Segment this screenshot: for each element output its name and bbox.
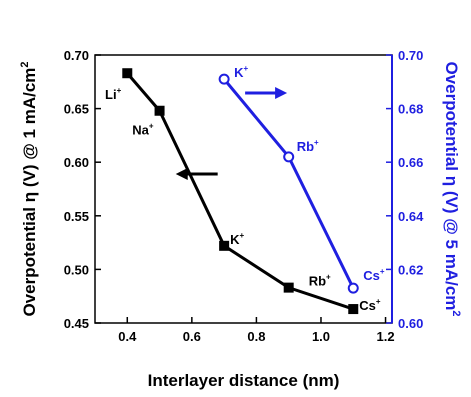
y-right-tick-label: 0.62 (398, 262, 423, 277)
y-left-tick-label: 0.65 (64, 102, 89, 117)
y-right-tick-label: 0.60 (398, 316, 423, 331)
data-point-marker (122, 68, 133, 79)
data-point-marker (348, 304, 359, 315)
x-tick-label: 0.6 (183, 329, 201, 344)
data-point-label-superscript: + (314, 138, 319, 147)
data-point-label-text: Rb (297, 139, 314, 154)
x-tick-label: 0.8 (247, 329, 265, 344)
data-point-label-text: Na (132, 123, 149, 138)
data-point-label-superscript: + (326, 273, 331, 282)
data-point-label-superscript: + (244, 64, 249, 73)
data-point-marker (283, 151, 295, 163)
data-point-label-superscript: + (149, 122, 154, 131)
x-tick-label: 1.2 (377, 329, 395, 344)
series-layer: Li+Na+K+Rb+Cs+K+Rb+Cs+ (105, 64, 385, 315)
data-point-label-superscript: + (117, 86, 122, 95)
data-point-label: Rb+ (309, 273, 331, 289)
y-axis-left-label: Overpotential η (V) @ 1 mA/cm2 (19, 61, 39, 316)
data-point-label: K+ (230, 231, 244, 247)
data-point-label-text: Cs (359, 298, 376, 313)
data-point-marker (347, 282, 359, 294)
data-point-label-superscript: + (380, 267, 385, 276)
data-point-marker (218, 73, 230, 85)
data-point-label: Cs+ (363, 267, 385, 283)
data-point-label: K+ (234, 64, 248, 80)
arrow-left-head (175, 167, 188, 180)
y-right-tick-label: 0.64 (398, 209, 424, 224)
y-axis-right-label-text: Overpotential η (V) @ 5 mA/cm (442, 61, 461, 310)
annotations (175, 87, 288, 180)
y-axis-left-label-text: Overpotential η (V) @ 1 mA/cm (20, 68, 39, 317)
arrow-right-head (275, 87, 288, 100)
x-axis: 0.4 0.6 0.8 1.0 1.2 (118, 317, 395, 344)
plot-frame (94, 54, 393, 324)
x-tick-label: 1.0 (312, 329, 330, 344)
data-point-marker (283, 282, 294, 293)
data-point-label-text: K (230, 232, 240, 247)
data-point-label-text: Cs (363, 268, 380, 283)
y-axis-right-label: Overpotential η (V) @ 5 mA/cm2 (442, 61, 462, 316)
left-axis: 0.45 0.50 0.55 0.60 0.65 0.70 (64, 48, 101, 331)
data-point-marker (154, 105, 165, 116)
y-right-tick-label: 0.68 (398, 102, 423, 117)
data-point-label: Na+ (132, 122, 154, 138)
y-axis-right-label-superscript: 2 (450, 310, 462, 316)
right-axis: 0.60 0.62 0.64 0.66 0.68 0.70 (386, 48, 424, 331)
data-point-label-text: K (234, 65, 244, 80)
data-point-label: Li+ (105, 86, 122, 102)
y-axis-left-label-superscript: 2 (19, 61, 31, 67)
x-tick-label: 0.4 (118, 329, 137, 344)
x-axis-label: Interlayer distance (nm) (148, 371, 340, 390)
data-point-label: Cs+ (359, 297, 381, 313)
data-point-label-text: Rb (309, 274, 326, 289)
y-right-tick-label: 0.66 (398, 155, 423, 170)
y-left-tick-label: 0.45 (64, 316, 89, 331)
y-left-tick-label: 0.70 (64, 48, 89, 63)
data-point-label-superscript: + (376, 297, 381, 306)
y-left-tick-label: 0.60 (64, 155, 89, 170)
data-point-label-text: Li (105, 87, 117, 102)
data-point-label: Rb+ (297, 138, 319, 154)
y-left-tick-label: 0.55 (64, 209, 89, 224)
y-left-tick-label: 0.50 (64, 262, 89, 277)
data-point-label-superscript: + (240, 231, 245, 240)
data-point-marker (219, 240, 230, 251)
y-right-tick-label: 0.70 (398, 48, 423, 63)
